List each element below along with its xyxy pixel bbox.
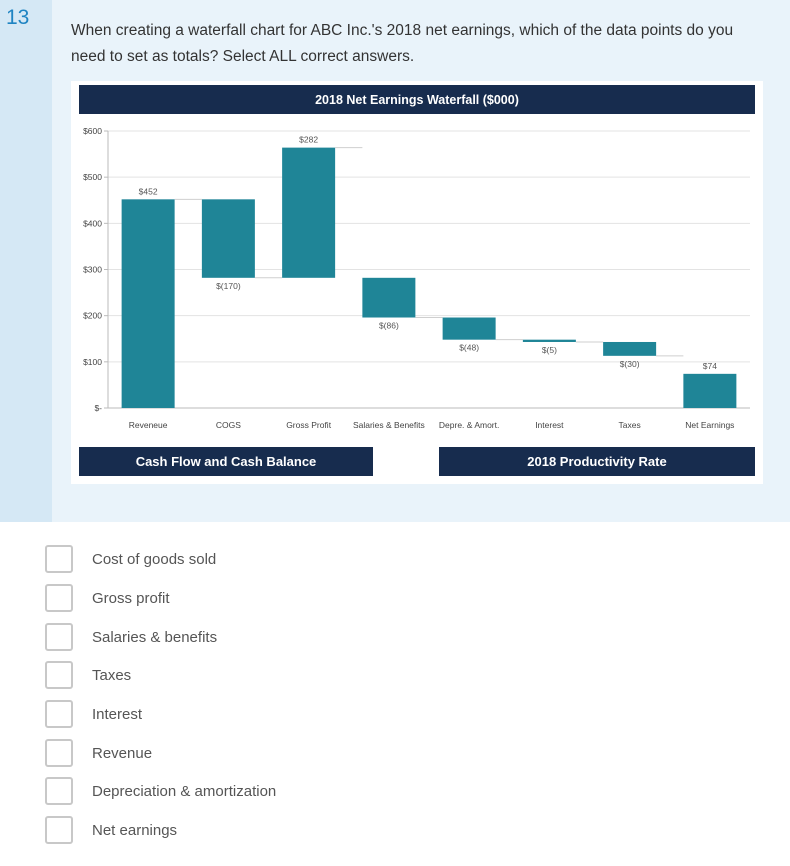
x-tick-label: COGS <box>216 420 241 430</box>
x-tick-label: Taxes <box>619 420 641 430</box>
bar <box>603 341 657 356</box>
bar <box>282 147 336 278</box>
y-tick-label: $400 <box>83 218 102 228</box>
option-taxes[interactable]: Taxes <box>45 661 445 693</box>
data-label: $452 <box>139 186 158 196</box>
option-label[interactable]: Taxes <box>92 667 132 684</box>
checkbox[interactable] <box>45 816 73 844</box>
checkbox[interactable] <box>45 623 73 651</box>
data-label: $(86) <box>379 321 399 331</box>
y-tick-label: $300 <box>83 265 102 275</box>
y-tick-label: $200 <box>83 311 102 321</box>
question-text: When creating a waterfall chart for ABC … <box>71 22 734 65</box>
bar <box>522 339 576 342</box>
option-cost-of-goods-sold[interactable]: Cost of goods sold <box>45 545 445 577</box>
option-salaries-benefits[interactable]: Salaries & benefits <box>45 623 445 655</box>
data-label: $(170) <box>216 281 241 291</box>
x-tick-label: Interest <box>535 420 564 430</box>
option-revenue[interactable]: Revenue <box>45 739 445 771</box>
y-tick-label: $600 <box>83 126 102 136</box>
x-tick-label: Depre. & Amort. <box>439 420 499 430</box>
chart-card <box>71 81 763 484</box>
checkbox[interactable] <box>45 661 73 689</box>
question-number: 13 <box>6 6 30 29</box>
option-interest[interactable]: Interest <box>45 700 445 732</box>
y-tick-label: $500 <box>83 172 102 182</box>
option-label[interactable]: Salaries & benefits <box>92 629 218 646</box>
tab-productivity-rate[interactable]: 2018 Productivity Rate <box>439 447 755 476</box>
data-label: $(30) <box>620 359 640 369</box>
checkbox[interactable] <box>45 700 73 728</box>
bar <box>442 317 496 340</box>
option-net-earnings[interactable]: Net earnings <box>45 816 445 848</box>
chart-title: 2018 Net Earnings Waterfall ($000) <box>79 85 755 114</box>
x-tick-label: Gross Profit <box>286 420 332 430</box>
data-label: $(5) <box>542 345 557 355</box>
option-label[interactable]: Net earnings <box>92 822 178 839</box>
option-label[interactable]: Depreciation & amortization <box>92 783 277 800</box>
x-tick-label: Net Earnings <box>685 420 734 430</box>
option-label[interactable]: Cost of goods sold <box>92 551 217 568</box>
bar <box>683 373 737 408</box>
option-depreciation-amortization[interactable]: Depreciation & amortization <box>45 777 445 809</box>
x-tick-label: Reveneue <box>129 420 168 430</box>
bar <box>121 199 175 408</box>
tab-cash-flow[interactable]: Cash Flow and Cash Balance <box>79 447 373 476</box>
checkbox[interactable] <box>45 777 73 805</box>
option-label[interactable]: Interest <box>92 706 143 723</box>
option-label[interactable]: Revenue <box>92 745 153 762</box>
y-tick-label: $100 <box>83 357 102 367</box>
x-tick-label: Salaries & Benefits <box>353 420 425 430</box>
question-number-column: 13 <box>0 0 52 522</box>
data-label: $(48) <box>459 343 479 353</box>
data-label: $74 <box>703 361 717 371</box>
y-tick-label: $- <box>94 403 102 413</box>
option-label[interactable]: Gross profit <box>92 590 170 607</box>
checkbox[interactable] <box>45 584 73 612</box>
bar <box>201 199 255 278</box>
bar <box>362 277 416 318</box>
checkbox[interactable] <box>45 739 73 767</box>
checkbox[interactable] <box>45 545 73 573</box>
option-gross-profit[interactable]: Gross profit <box>45 584 445 616</box>
data-label: $282 <box>299 135 318 145</box>
